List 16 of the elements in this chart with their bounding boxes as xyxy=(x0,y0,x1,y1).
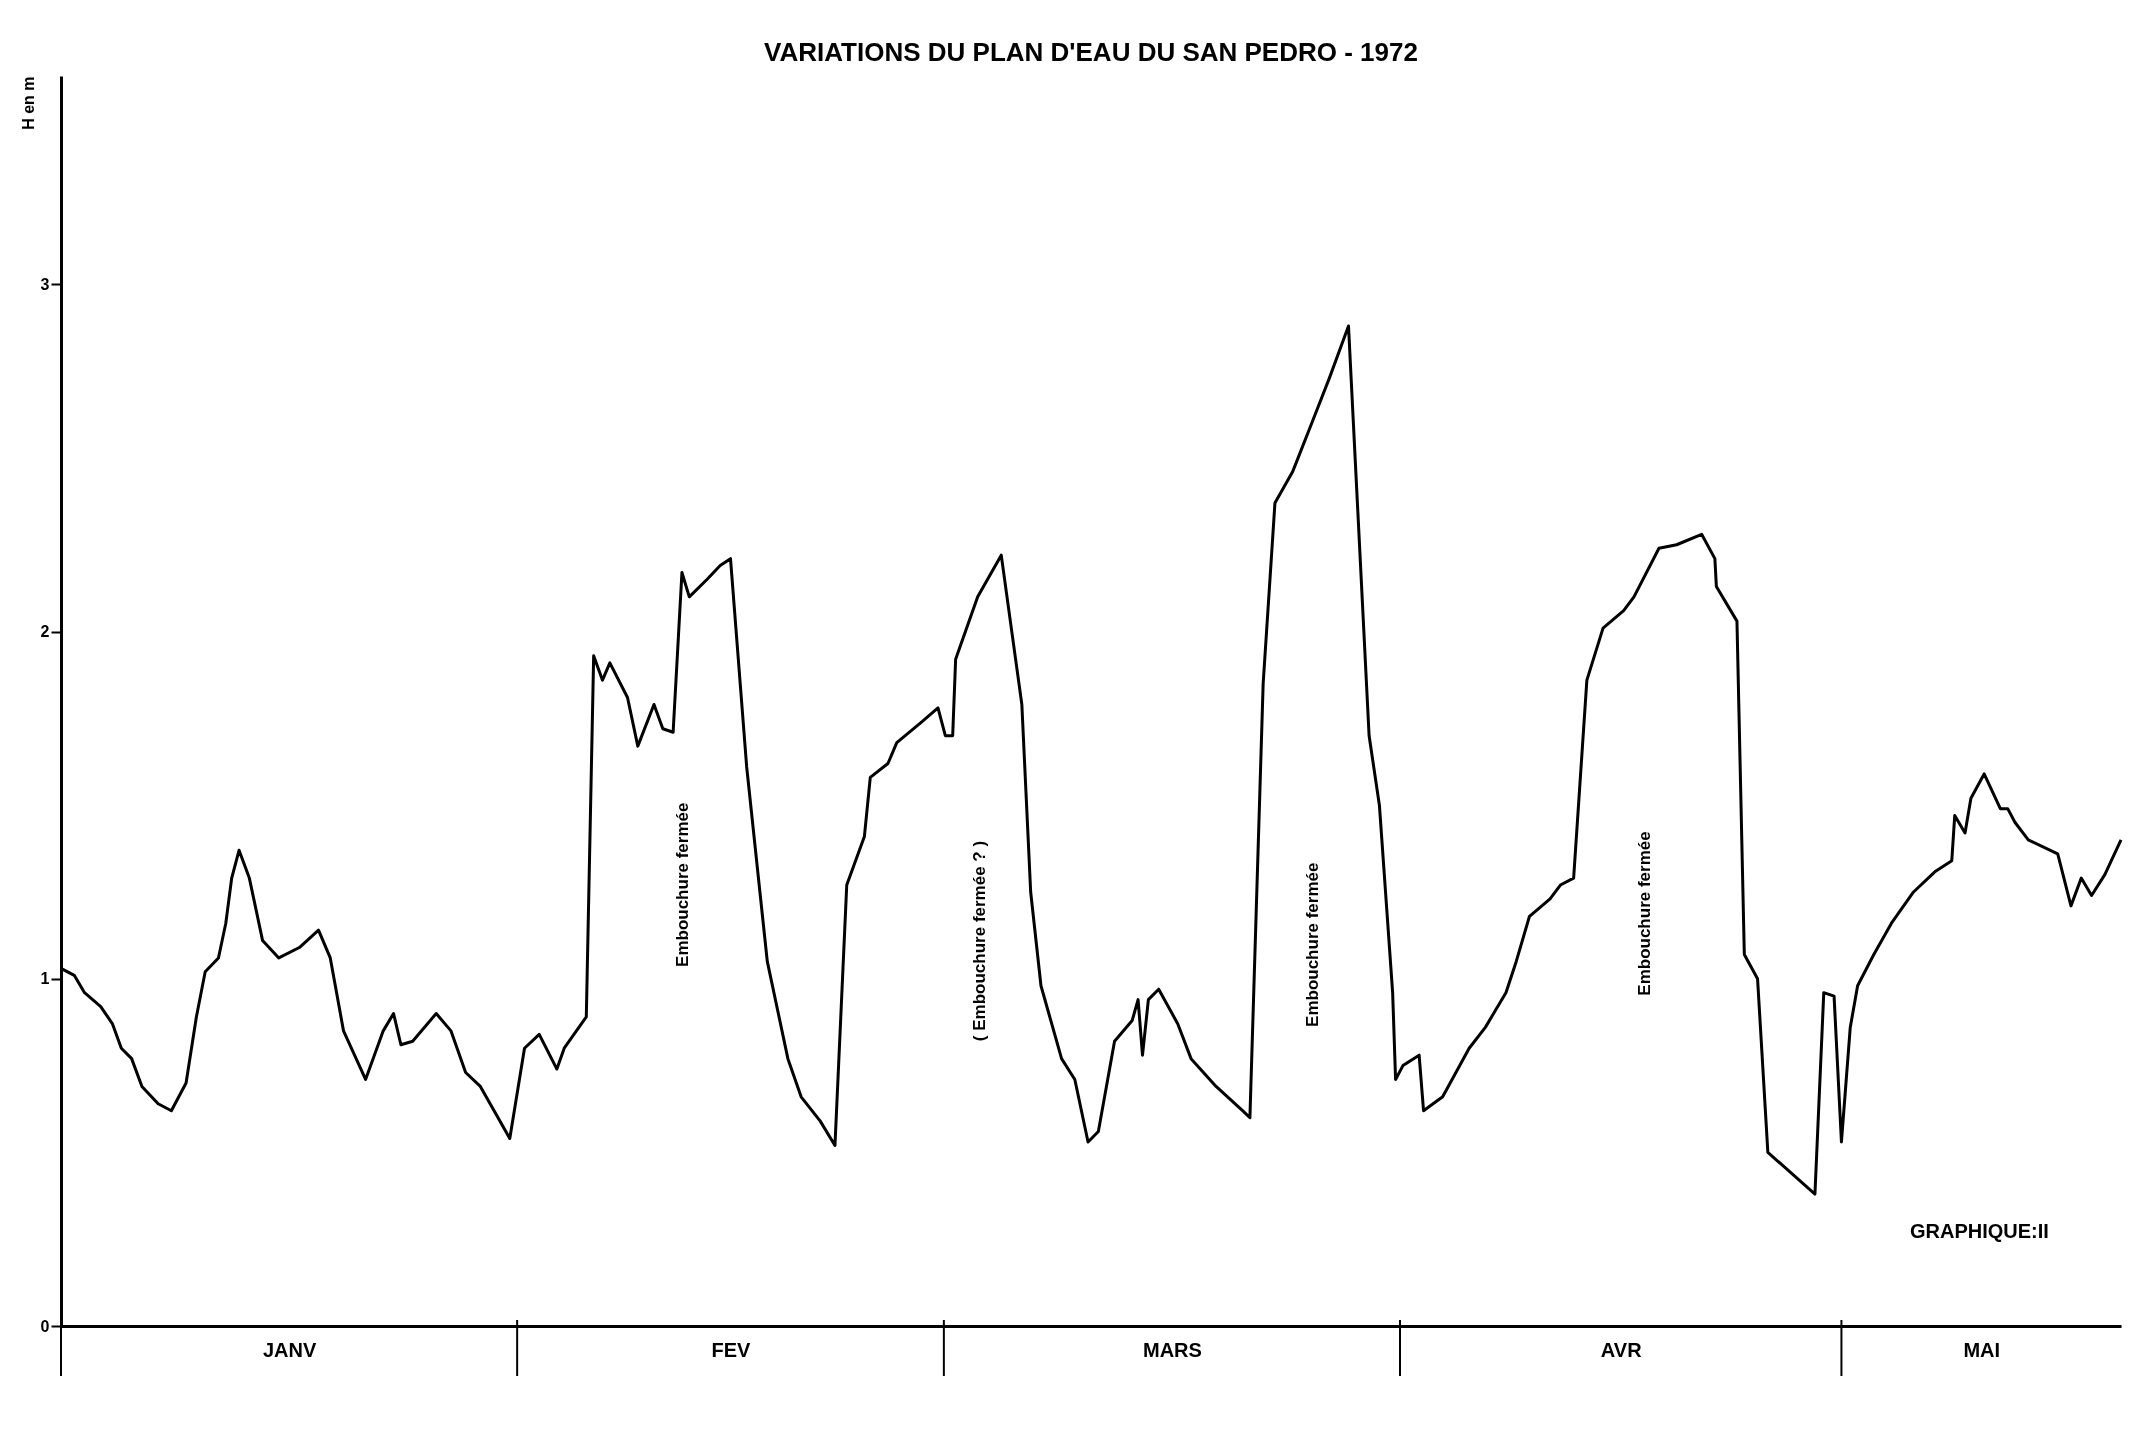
y-tick-label: 0 xyxy=(40,1317,50,1335)
annotation: Embouchure fermée xyxy=(1635,831,1655,996)
x-tick-label: MAI xyxy=(1963,1338,2001,1361)
x-tick-label: JANV xyxy=(262,1338,317,1361)
annotation: ( Embouchure fermée ? ) xyxy=(969,840,989,1042)
y-tick-label: 3 xyxy=(40,275,50,293)
chart-title: VARIATIONS DU PLAN D'EAU DU SAN PEDRO - 1972 xyxy=(764,37,1418,67)
annotation: Embouchure fermée xyxy=(1303,862,1323,1027)
x-tick-label: FEV xyxy=(711,1338,752,1361)
y-axis-title: H en m xyxy=(19,76,37,130)
x-tick-label: MARS xyxy=(1142,1338,1202,1361)
x-tick-label: AVR xyxy=(1600,1338,1643,1361)
y-tick-label: 1 xyxy=(40,970,50,988)
annotation: GRAPHIQUE:II xyxy=(1909,1220,2049,1243)
annotation: Embouchure fermée xyxy=(673,802,693,967)
y-tick-label: 2 xyxy=(40,623,50,641)
